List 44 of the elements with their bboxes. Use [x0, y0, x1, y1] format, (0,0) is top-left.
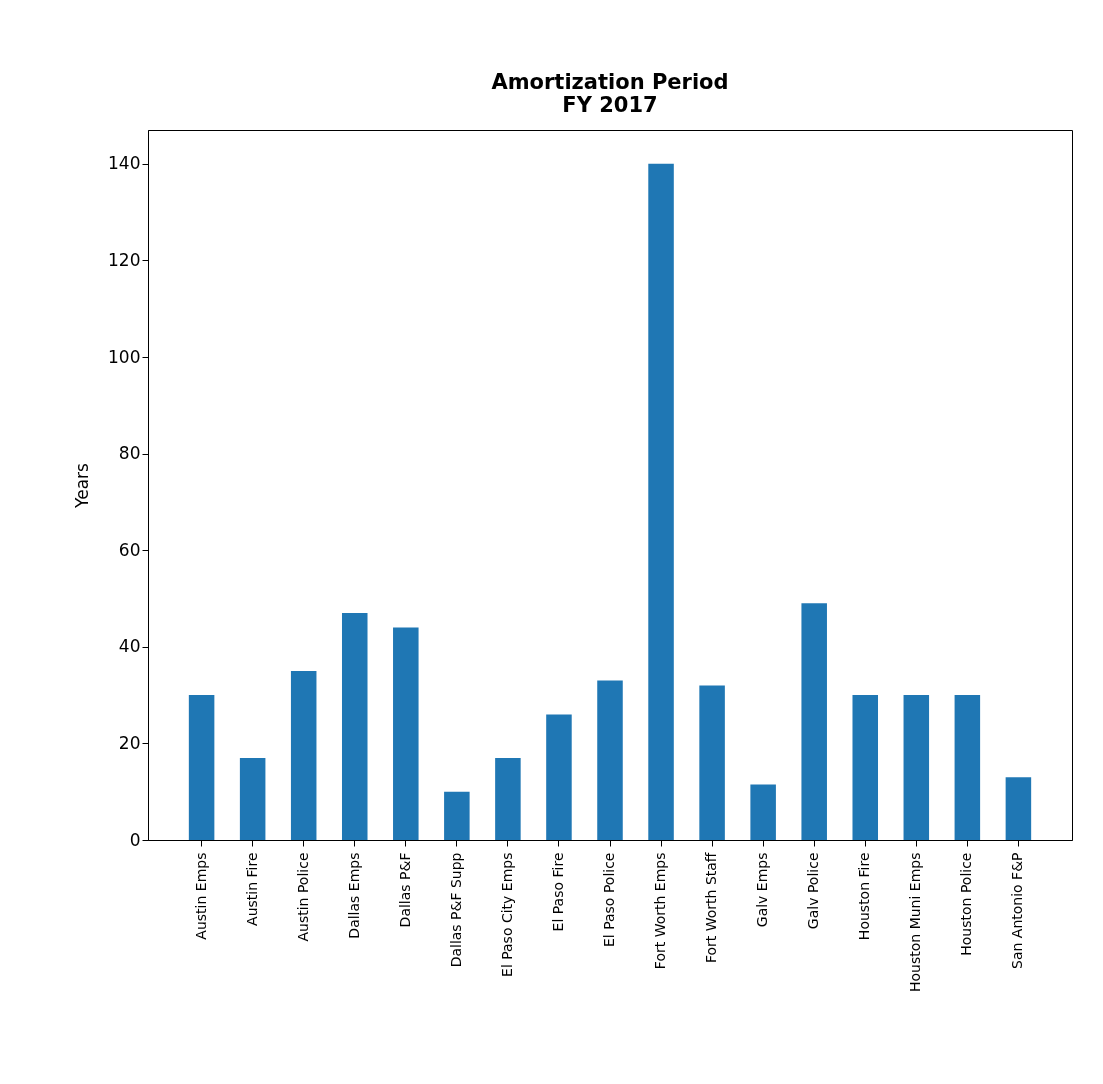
x-tick-label: Dallas Emps	[345, 852, 362, 939]
bar	[393, 627, 419, 840]
y-tick-label: 80	[118, 443, 141, 464]
bar	[648, 163, 674, 840]
bar	[495, 757, 521, 840]
bar	[801, 603, 827, 840]
bar	[341, 612, 368, 840]
x-tick-label: Austin Fire	[243, 852, 260, 926]
y-tick-label: 60	[118, 539, 141, 560]
x-tick-label: Houston Muni Emps	[907, 852, 924, 992]
x-tick-label: Houston Fire	[856, 852, 873, 941]
y-tick-label: 40	[118, 636, 141, 657]
bar	[188, 695, 215, 840]
bar	[1005, 777, 1032, 840]
bar	[750, 784, 776, 840]
x-tick-label: Galv Police	[805, 852, 822, 930]
x-tick-label: El Paso Police	[601, 852, 617, 947]
y-tick-label: 20	[118, 732, 141, 753]
x-tick-label: Houston Police	[958, 852, 975, 956]
x-tick-label: Dallas P&F Supp	[447, 852, 464, 968]
x-tick-label: El Paso City Emps	[498, 852, 515, 977]
bar	[597, 680, 623, 840]
x-tick-label: Austin Emps	[192, 852, 209, 940]
chart-title: Amortization Period FY 2017	[491, 70, 729, 117]
bar	[903, 695, 930, 840]
y-tick-label: 120	[108, 249, 141, 270]
x-tick-label: Galv Emps	[754, 852, 771, 928]
x-tick-label: Dallas P&F	[396, 852, 413, 928]
bar	[546, 714, 572, 840]
x-tick-label: San Antonio F&P	[1009, 852, 1026, 969]
bar	[444, 791, 470, 840]
bar	[239, 757, 266, 840]
y-tick-label: 100	[108, 346, 141, 367]
x-tick-label: Austin Police	[294, 852, 311, 942]
bar	[290, 670, 317, 840]
y-tick-label: 0	[129, 829, 141, 850]
x-tick-label: El Paso Fire	[549, 852, 566, 932]
bar	[852, 695, 879, 840]
bar	[954, 695, 981, 840]
x-tick-label: Fort Worth Staff	[703, 852, 720, 964]
x-tick-label: Fort Worth Emps	[652, 852, 669, 970]
y-tick-label: 140	[108, 153, 141, 174]
bar	[699, 685, 725, 840]
y-axis-title: Years	[72, 462, 93, 509]
